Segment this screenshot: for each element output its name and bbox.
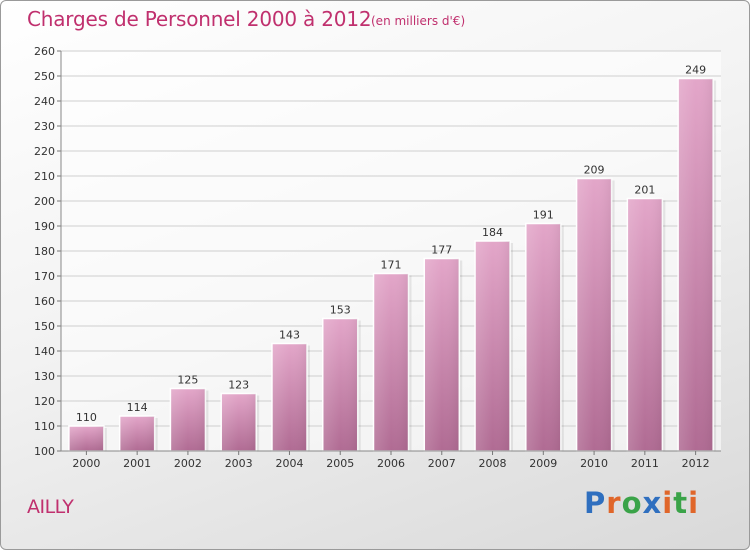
y-tick-label: 170 xyxy=(34,270,55,283)
x-tick-label-2012: 2012 xyxy=(682,457,710,470)
logo-letter: i xyxy=(662,486,674,520)
x-tick-label-2009: 2009 xyxy=(529,457,557,470)
y-tick-label: 180 xyxy=(34,245,55,258)
bar-shine xyxy=(221,393,257,451)
logo-letter: i xyxy=(688,486,700,520)
data-label-2002: 125 xyxy=(177,374,198,387)
x-axis: 2000 2001 2002 2003 2004 2005 2006 2007 2008 2009… xyxy=(61,450,721,470)
y-tick-label: 190 xyxy=(34,220,55,233)
data-label-2005: 153 xyxy=(330,304,351,317)
bar-shine xyxy=(68,426,104,451)
y-tick-label: 150 xyxy=(34,320,55,333)
y-tick-label: 220 xyxy=(34,145,55,158)
y-tick-label: 200 xyxy=(34,195,55,208)
data-label-2001: 114 xyxy=(127,401,148,414)
y-tick-label: 120 xyxy=(34,395,55,408)
y-tick-label: 250 xyxy=(34,70,55,83)
data-label-2004: 143 xyxy=(279,329,300,342)
x-tick-label-2002: 2002 xyxy=(174,457,202,470)
x-tick-label-2005: 2005 xyxy=(326,457,354,470)
bar-shine xyxy=(271,343,307,451)
x-tick-label-2001: 2001 xyxy=(123,457,151,470)
y-tick-label: 100 xyxy=(34,445,55,458)
bar-shine xyxy=(170,388,206,451)
bars: 110 114 125 123 143 153 171 177 184 191 209 201 249 xyxy=(68,64,717,452)
x-tick-label-2004: 2004 xyxy=(275,457,303,470)
y-tick-label: 110 xyxy=(34,420,55,433)
y-axis: 100 110 120 130 140 150 160 170 180 190 200 210 220 2… xyxy=(34,45,62,458)
bar-shine xyxy=(525,223,561,451)
y-tick-label: 210 xyxy=(34,170,55,183)
bar-shine xyxy=(576,178,612,451)
bar-shine xyxy=(475,241,511,451)
proxiti-logo[interactable]: Proxiti xyxy=(584,486,699,520)
x-tick-label-2006: 2006 xyxy=(377,457,405,470)
x-tick-label-2003: 2003 xyxy=(225,457,253,470)
data-label-2012: 249 xyxy=(685,64,706,77)
data-label-2000: 110 xyxy=(76,411,97,424)
logo-letter: r xyxy=(606,486,622,520)
x-tick-label-2010: 2010 xyxy=(580,457,608,470)
logo-letter: P xyxy=(584,486,607,520)
y-tick-label: 240 xyxy=(34,95,55,108)
y-tick-label: 160 xyxy=(34,295,55,308)
data-label-2006: 171 xyxy=(381,259,402,272)
bar-shine xyxy=(627,198,663,451)
bar-shine xyxy=(678,78,714,451)
x-tick-label-2008: 2008 xyxy=(479,457,507,470)
y-tick-label: 140 xyxy=(34,345,55,358)
x-tick-label-2007: 2007 xyxy=(428,457,456,470)
logo-letter: t xyxy=(673,486,689,520)
data-label-2010: 209 xyxy=(584,164,605,177)
data-label-2009: 191 xyxy=(533,209,554,222)
town-name: AILLY xyxy=(27,496,74,518)
data-label-2003: 123 xyxy=(228,379,249,392)
logo-letter: o xyxy=(621,486,643,520)
bar-shine xyxy=(424,258,460,451)
chart-title: Charges de Personnel 2000 à 2012 xyxy=(27,7,372,31)
y-tick-label: 230 xyxy=(34,120,55,133)
data-label-2011: 201 xyxy=(634,184,655,197)
x-tick-label-2011: 2011 xyxy=(631,457,659,470)
y-tick-label: 260 xyxy=(34,45,55,58)
bar-shine xyxy=(322,318,358,451)
logo-letter: x xyxy=(642,486,663,520)
y-tick-label: 130 xyxy=(34,370,55,383)
data-label-2008: 184 xyxy=(482,226,503,239)
bar-shine xyxy=(373,273,409,451)
unit-note: (en milliers d'€) xyxy=(371,14,466,28)
data-label-2007: 177 xyxy=(431,244,452,257)
x-tick-label-2000: 2000 xyxy=(72,457,100,470)
bar-shine xyxy=(119,416,155,451)
